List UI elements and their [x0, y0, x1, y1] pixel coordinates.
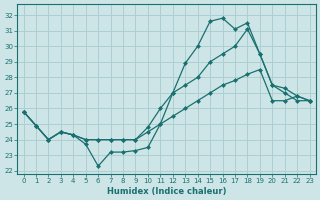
X-axis label: Humidex (Indice chaleur): Humidex (Indice chaleur) — [107, 187, 226, 196]
